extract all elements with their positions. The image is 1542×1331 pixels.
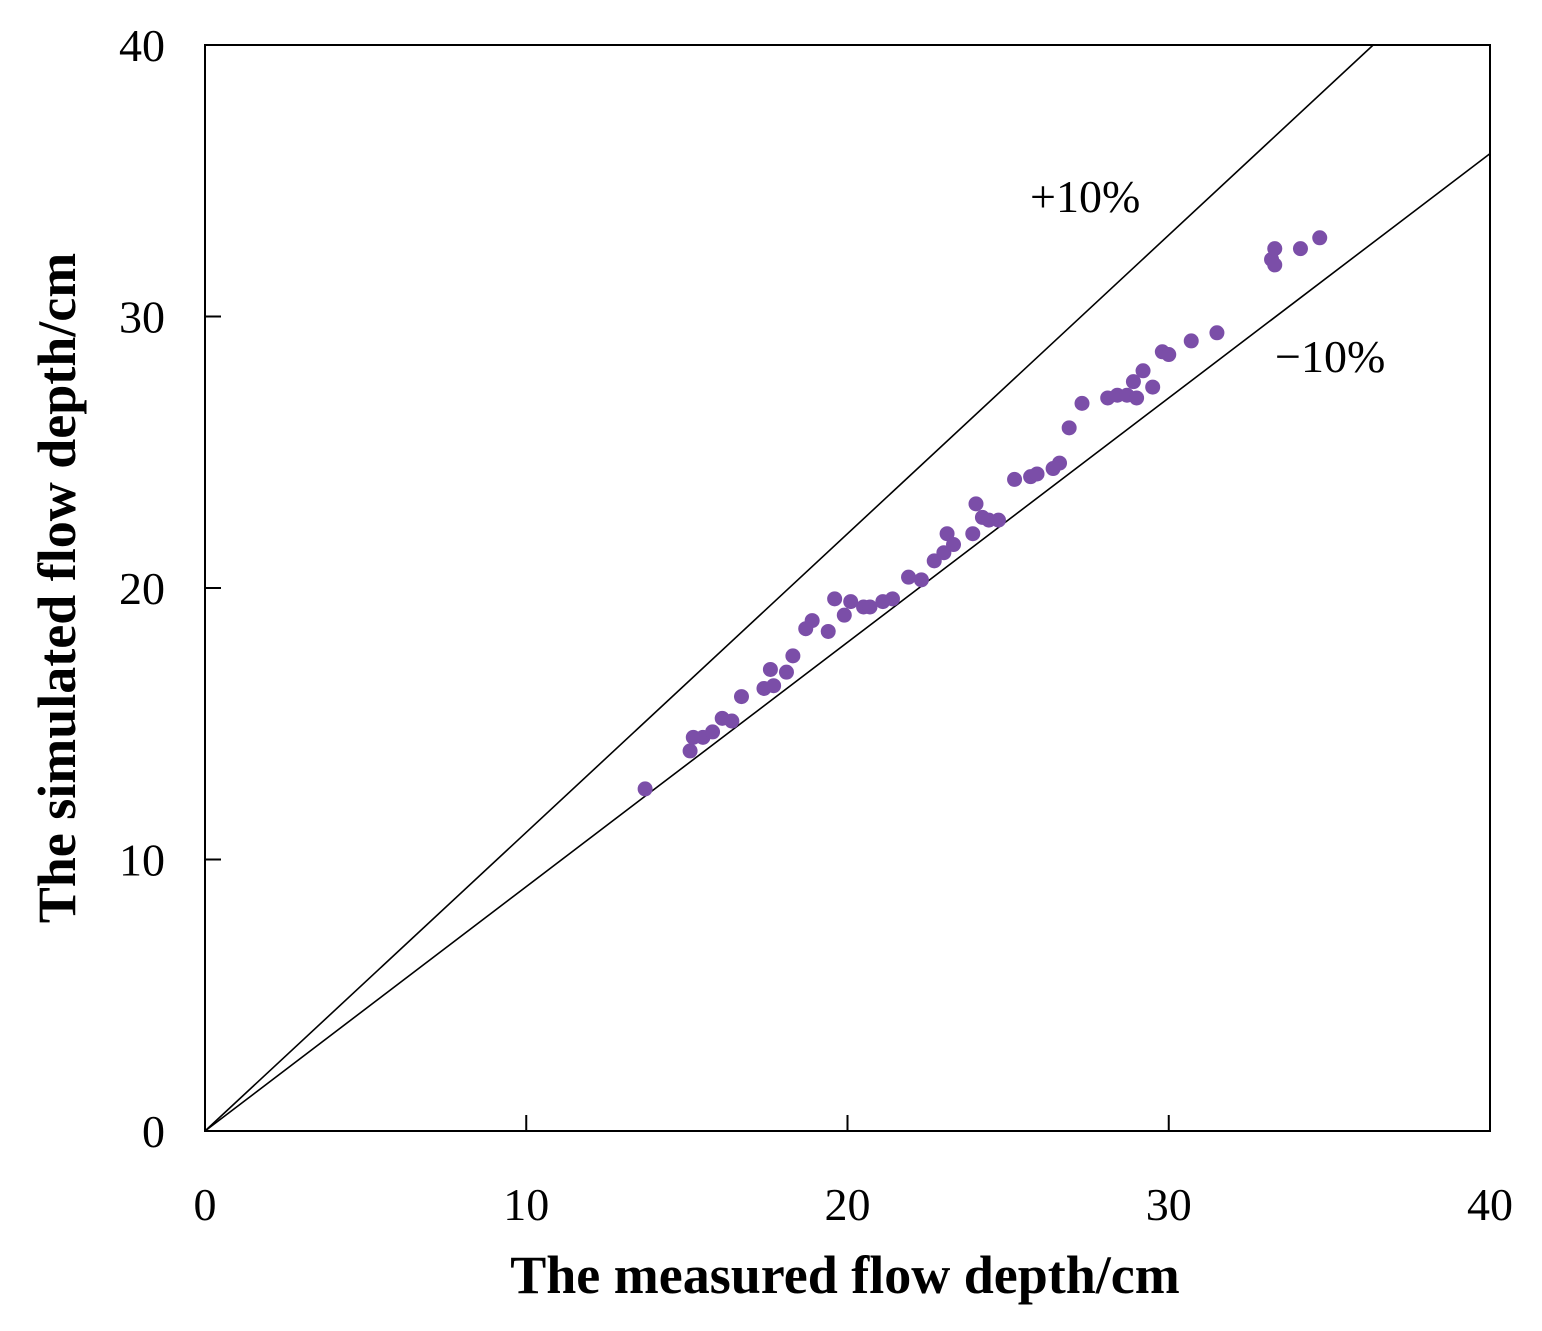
x-tick-label-40: 40 — [1467, 1179, 1513, 1230]
data-point — [836, 607, 852, 623]
data-point — [733, 689, 749, 705]
reference-lines — [204, 44, 1491, 1132]
x-axis-title: The measured flow depth/cm — [510, 1245, 1180, 1305]
y-axis-title: The simulated flow depth/cm — [27, 253, 87, 924]
band-label-1: −10% — [1275, 331, 1385, 382]
data-point — [1183, 333, 1199, 349]
data-point — [1007, 471, 1023, 487]
data-point — [1125, 374, 1141, 390]
data-point — [804, 613, 820, 629]
y-tick-label-10: 10 — [119, 835, 165, 886]
data-point — [1209, 325, 1225, 341]
data-point — [1129, 390, 1145, 406]
data-point — [1135, 363, 1151, 379]
plot-frame — [204, 44, 1491, 1132]
data-point — [913, 572, 929, 588]
data-point — [990, 512, 1006, 528]
data-point — [1267, 257, 1283, 273]
x-tick-label-0: 0 — [194, 1179, 217, 1230]
x-tick-label-10: 10 — [503, 1179, 549, 1230]
data-point — [939, 526, 955, 542]
data-point — [1029, 466, 1045, 482]
y-tick-label-40: 40 — [119, 20, 165, 71]
y-tick-label-0: 0 — [142, 1106, 165, 1157]
data-point — [965, 526, 981, 542]
data-point — [682, 743, 698, 759]
reference-line-plus-10 — [204, 44, 1374, 1132]
data-point — [1161, 347, 1177, 363]
data-point — [862, 599, 878, 615]
tick-labels: 0 10 20 30 40 0 10 20 30 40 — [119, 20, 1513, 1230]
band-label-0: +10% — [1030, 171, 1140, 222]
data-point — [1061, 420, 1077, 436]
data-point — [1312, 230, 1328, 246]
reference-line-minus-10 — [204, 152, 1491, 1132]
data-point — [1074, 395, 1090, 411]
data-point — [843, 594, 859, 610]
data-point — [884, 591, 900, 607]
data-point — [1267, 241, 1283, 257]
data-point — [766, 678, 782, 694]
data-point — [820, 623, 836, 639]
data-points — [637, 230, 1328, 797]
band-labels: +10% −10% — [1030, 171, 1385, 382]
x-tick-label-30: 30 — [1146, 1179, 1192, 1230]
data-point — [785, 648, 801, 664]
data-point — [724, 713, 740, 729]
x-tick-label-20: 20 — [825, 1179, 871, 1230]
data-point — [1145, 379, 1161, 395]
data-point — [1052, 455, 1068, 471]
data-point — [637, 781, 653, 797]
data-point — [968, 496, 984, 512]
data-point — [901, 569, 917, 585]
data-point — [946, 537, 962, 553]
data-point — [827, 591, 843, 607]
data-point — [1292, 241, 1308, 257]
y-tick-label-20: 20 — [119, 563, 165, 614]
data-point — [778, 664, 794, 680]
y-tick-label-30: 30 — [119, 292, 165, 343]
data-point — [762, 661, 778, 677]
data-point — [705, 724, 721, 740]
axis-ticks — [205, 315, 1170, 1131]
